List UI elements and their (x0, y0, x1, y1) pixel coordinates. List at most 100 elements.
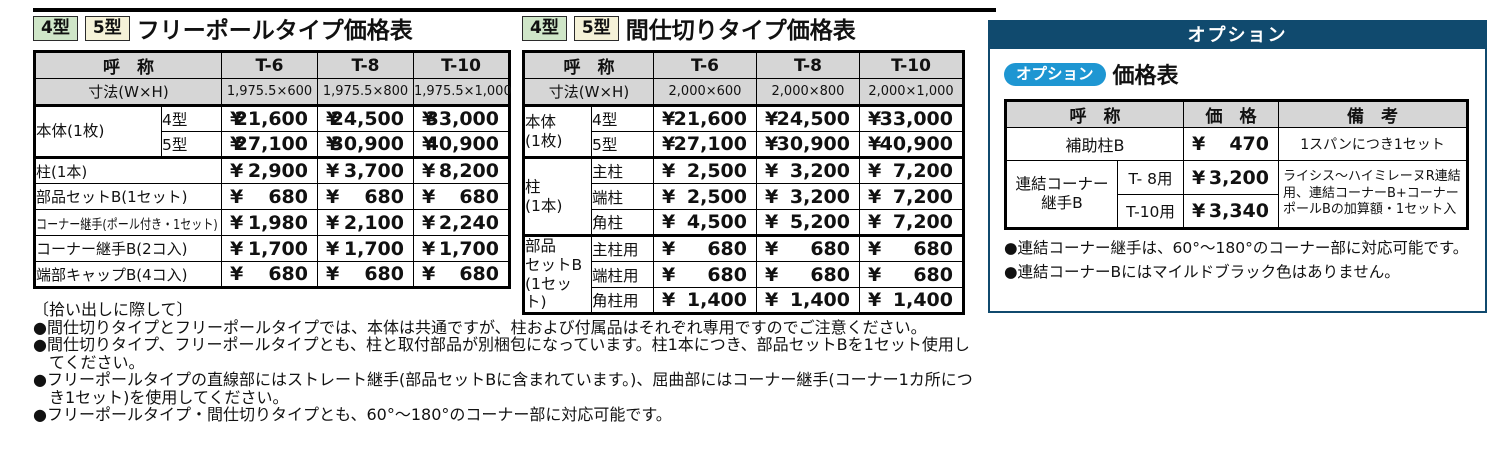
col-header-t6: T-6 (653, 51, 757, 79)
row-label: 部品セットB(1セット) (34, 183, 222, 210)
price-cell: ¥30,900 (317, 131, 414, 158)
footnote-item: ●フリーポールタイプ・間仕切りタイプとも、60°〜180°のコーナー部に対応可能… (33, 405, 672, 424)
price-amount: 470 (1229, 133, 1269, 155)
price-amount: 30,900 (330, 133, 404, 155)
partition-title: 間仕切りタイプ価格表 (625, 18, 856, 44)
yen-symbol: ¥ (765, 238, 779, 260)
price-amount: 27,100 (234, 133, 308, 155)
yen-symbol: ¥ (868, 160, 882, 182)
price-cell: ¥1,700 (413, 235, 510, 262)
price-cell: ¥2,100 (317, 209, 414, 236)
yen-symbol: ¥ (230, 263, 244, 285)
yen-symbol: ¥ (765, 263, 779, 286)
price-cell: ¥2,500 (653, 156, 757, 184)
price-cell: ¥33,000 (859, 104, 964, 132)
price-amount: 8,200 (438, 160, 499, 182)
price-amount: 33,000 (879, 108, 953, 130)
price-amount: 7,200 (892, 211, 953, 233)
price-amount: 3,700 (343, 160, 404, 182)
sub-label: 角柱用 (591, 287, 654, 314)
sub-label: 主柱 (591, 156, 654, 184)
size-cell: 2,000×800 (756, 78, 860, 106)
price-cell: ¥5,200 (756, 209, 860, 236)
yen-symbol: ¥ (326, 160, 340, 182)
price-amount: 2,500 (686, 185, 747, 208)
price-amount: 1,700 (247, 237, 308, 260)
yen-symbol: ¥ (868, 185, 882, 208)
yen-symbol: ¥ (765, 160, 779, 182)
yen-symbol: ¥ (662, 238, 676, 260)
option-notes: ●連結コーナー継手は、60°〜180°のコーナー部に対応可能です。 ●連結コーナ… (1004, 238, 1471, 283)
yen-symbol: ¥ (422, 133, 436, 155)
top-rule (33, 8, 996, 12)
price-cell: ¥27,100 (653, 131, 757, 158)
yen-symbol: ¥ (422, 185, 436, 208)
price-amount: 27,100 (673, 133, 747, 155)
yen-symbol: ¥ (326, 185, 340, 208)
size-label-cell: 寸法(W×H) (34, 78, 222, 106)
price-cell: ¥1,980 (221, 209, 318, 236)
col-header-t10: T-10 (859, 51, 964, 79)
yen-symbol: ¥ (868, 211, 882, 233)
price-amount: 3,200 (789, 185, 850, 208)
price-amount: 680 (268, 185, 308, 208)
price-cell: ¥33,000 (413, 104, 510, 132)
footnote-item: ●間仕切りタイプ、フリーポールタイプとも、柱と取付部品が別梱包になっています。柱… (33, 335, 970, 372)
price-cell: ¥7,200 (859, 156, 964, 184)
price-cell: ¥21,600 (653, 104, 757, 132)
price-cell: ¥470 (1183, 127, 1279, 161)
yen-symbol: ¥ (326, 263, 340, 285)
size-cell: 2,000×1,000 (859, 78, 964, 106)
yen-symbol: ¥ (662, 263, 676, 286)
price-cell: ¥3,200 (756, 156, 860, 184)
price-amount: 680 (459, 185, 499, 208)
group-label-parts: 部品 セットB (1セット) (523, 234, 592, 314)
size-cell: 1,975.5×1,000 (413, 78, 512, 106)
price-cell: ¥3,700 (317, 156, 414, 184)
price-cell: ¥40,900 (859, 131, 964, 158)
footnotes-heading: 〔拾い出しに際して〕 (33, 300, 193, 319)
yen-symbol: ¥ (662, 211, 676, 233)
price-amount: 680 (364, 263, 404, 285)
free-pole-title: フリーポールタイプ価格表 (136, 18, 413, 44)
option-panel-header: オプション (990, 22, 1485, 49)
sub-label: 5型 (161, 131, 222, 158)
yen-symbol: ¥ (662, 289, 676, 311)
price-cell: ¥24,500 (756, 104, 860, 132)
price-amount: 7,200 (892, 185, 953, 208)
yen-symbol: ¥ (1192, 133, 1206, 155)
price-cell: ¥680 (859, 261, 964, 288)
price-cell: ¥680 (859, 234, 964, 262)
price-amount: 680 (707, 238, 747, 260)
price-cell: ¥680 (413, 183, 510, 210)
price-amount: 2,500 (686, 160, 747, 182)
price-amount: 3,200 (1208, 166, 1269, 189)
price-amount: 1,980 (247, 211, 308, 234)
price-amount: 2,900 (247, 160, 308, 182)
yen-symbol: ¥ (326, 133, 340, 155)
yen-symbol: ¥ (765, 133, 779, 155)
footnotes: 〔拾い出しに際して〕 ●間仕切りタイプとフリーポールタイプでは、本体は共通ですが… (33, 301, 973, 424)
price-amount: 680 (810, 263, 850, 286)
price-amount: 680 (913, 238, 953, 260)
yen-symbol: ¥ (422, 160, 436, 182)
footnote-item: ●間仕切りタイプとフリーポールタイプでは、本体は共通ですが、柱および付属品はそれ… (33, 317, 927, 337)
price-cell: ¥40,900 (413, 131, 510, 158)
price-amount: 24,500 (330, 108, 404, 130)
price-cell: ¥3,200 (1183, 160, 1279, 195)
price-cell: ¥4,500 (653, 209, 757, 236)
price-cell: ¥24,500 (317, 104, 414, 132)
price-amount: 680 (707, 263, 747, 286)
price-cell: ¥3,340 (1183, 194, 1279, 229)
col-header-t10: T-10 (413, 51, 510, 79)
yen-symbol: ¥ (230, 133, 244, 155)
price-amount: 21,600 (673, 108, 747, 130)
price-cell: ¥1,400 (756, 287, 860, 314)
price-amount: 4,500 (686, 211, 747, 233)
yen-symbol: ¥ (868, 289, 882, 311)
group-label-body: 本体 (1枚) (523, 104, 592, 158)
footnote-item: ●フリーポールタイプの直線部にはストレート継手(部品セットBに含まれています。)… (33, 370, 973, 407)
option-note: ●連結コーナー継手は、60°〜180°のコーナー部に対応可能です。 (1004, 239, 1469, 257)
size-cell: 1,975.5×800 (317, 78, 414, 106)
